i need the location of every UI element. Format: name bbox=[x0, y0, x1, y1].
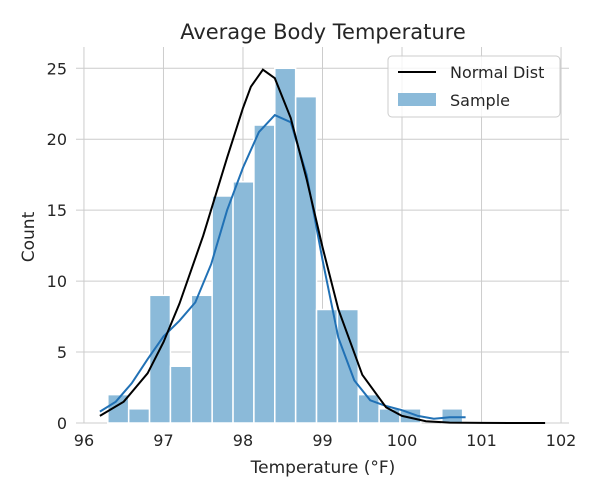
x-tick-label: 101 bbox=[466, 431, 497, 450]
y-tick-label: 10 bbox=[47, 272, 67, 291]
x-tick-label: 100 bbox=[387, 431, 418, 450]
histogram-bar bbox=[336, 308, 360, 424]
y-tick-label: 25 bbox=[47, 59, 67, 78]
normal-dist-curve bbox=[99, 68, 546, 424]
chart-title: Average Body Temperature bbox=[180, 20, 466, 44]
x-tick-label: 96 bbox=[74, 431, 94, 450]
histogram-bar bbox=[253, 124, 276, 424]
histogram-bar bbox=[441, 408, 464, 424]
histogram-bar bbox=[190, 294, 213, 424]
y-axis-label: Count bbox=[19, 211, 39, 262]
histogram-bar bbox=[211, 195, 234, 424]
y-tick-labels: 0 5 10 15 20 25 bbox=[47, 59, 67, 433]
y-tick-label: 5 bbox=[57, 343, 67, 362]
x-tick-label: 102 bbox=[546, 431, 577, 450]
histogram-bar bbox=[315, 308, 339, 424]
x-tick-label: 99 bbox=[312, 431, 332, 450]
histogram-bar bbox=[378, 408, 401, 424]
curves bbox=[99, 68, 546, 424]
y-tick-label: 20 bbox=[47, 130, 67, 149]
histogram-bar bbox=[232, 181, 255, 424]
y-tick-label: 15 bbox=[47, 201, 67, 220]
histogram-bar bbox=[169, 365, 193, 424]
legend-label-normal-dist: Normal Dist bbox=[450, 63, 544, 82]
x-tick-labels: 96 97 98 99 100 101 102 bbox=[74, 431, 577, 450]
histogram-bar bbox=[127, 408, 151, 424]
histogram-bar bbox=[294, 95, 318, 424]
kde-curve bbox=[99, 113, 466, 420]
legend-bar-swatch bbox=[398, 93, 436, 106]
x-tick-label: 97 bbox=[153, 431, 173, 450]
x-tick-label: 98 bbox=[233, 431, 253, 450]
y-tick-label: 0 bbox=[57, 414, 67, 433]
histogram-bars bbox=[107, 67, 464, 424]
x-axis-label: Temperature (°F) bbox=[250, 458, 396, 478]
legend: Normal Dist Sample bbox=[387, 55, 561, 118]
legend-label-sample: Sample bbox=[450, 91, 510, 110]
histogram-bar bbox=[148, 294, 172, 424]
